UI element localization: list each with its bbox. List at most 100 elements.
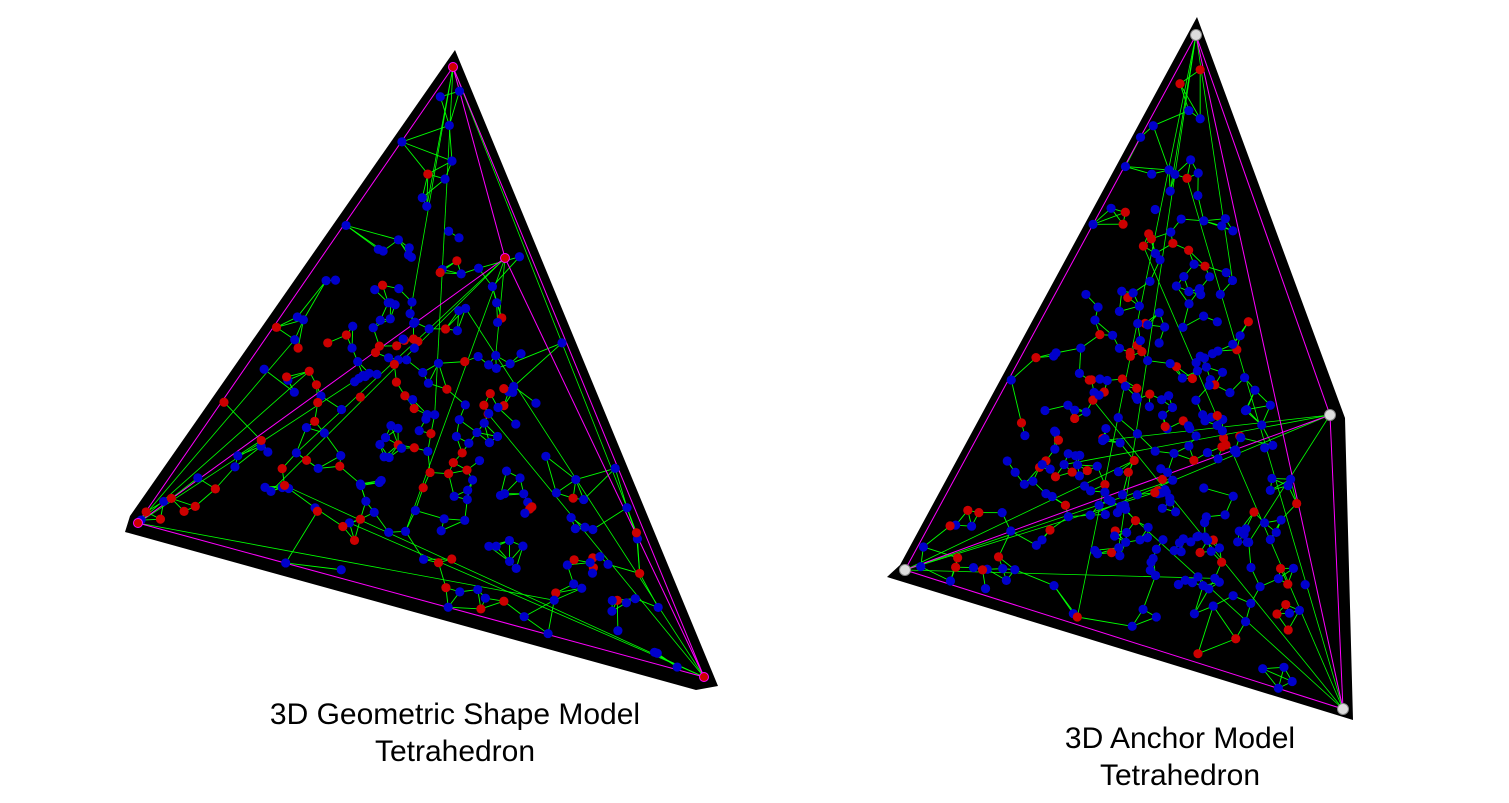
anchor-node: [313, 397, 323, 408]
anchor-node: [1195, 547, 1205, 558]
unknown-node: [375, 315, 385, 325]
unknown-node: [347, 343, 357, 353]
unknown-node: [1114, 306, 1125, 316]
unknown-node: [1113, 412, 1123, 423]
anchor-node: [1283, 579, 1293, 589]
unknown-node: [518, 541, 528, 551]
unknown-node: [1176, 547, 1186, 557]
unknown-node: [1101, 423, 1111, 434]
anchor-node: [499, 596, 509, 606]
unknown-node: [402, 355, 412, 365]
link-line: [448, 606, 481, 610]
anchor-node: [355, 514, 365, 524]
unknown-node: [1144, 401, 1154, 412]
unknown-node: [1037, 535, 1047, 545]
unknown-node: [289, 387, 299, 397]
unknown-node: [1109, 531, 1120, 541]
unknown-node: [369, 507, 379, 517]
vertex-link: [1120, 506, 1344, 710]
link-line: [1194, 588, 1210, 614]
unknown-node: [1221, 267, 1231, 278]
unknown-node: [1192, 366, 1203, 376]
unknown-node: [493, 402, 503, 413]
tetrahedron-edge: [1195, 34, 1331, 416]
anchor-node: [452, 256, 462, 266]
unknown-node: [1207, 349, 1218, 359]
tetrahedron-edge: [452, 66, 506, 259]
unknown-node: [1019, 479, 1029, 489]
unknown-node: [653, 602, 663, 613]
geometric-model-caption: 3D Geometric Shape Model Tetrahedron: [180, 696, 730, 770]
link-line: [523, 599, 555, 618]
unknown-node: [1117, 489, 1128, 500]
unknown-node: [1194, 285, 1204, 295]
anchor-node: [400, 391, 410, 401]
caption-title: 3D Geometric Shape Model: [269, 698, 641, 731]
link-line: [303, 280, 327, 321]
unknown-node: [1206, 546, 1216, 556]
tetrahedron-edge: [1195, 34, 1344, 710]
unknown-node: [473, 584, 483, 595]
tetrahedron-edge: [452, 66, 705, 678]
unknown-node: [1120, 500, 1130, 511]
unknown-node: [1142, 533, 1153, 543]
unknown-node: [353, 357, 363, 367]
anchor-node: [374, 341, 385, 351]
unknown-node: [514, 252, 525, 262]
unknown-node: [1100, 509, 1110, 520]
anchor-node: [1132, 383, 1142, 393]
unknown-node: [519, 489, 529, 499]
unknown-node: [1150, 248, 1161, 259]
unknown-node: [341, 220, 351, 231]
unknown-node: [396, 443, 407, 453]
unknown-node: [1045, 464, 1055, 474]
unknown-node: [966, 521, 977, 531]
anchor-node: [392, 341, 402, 351]
link-line: [1152, 125, 1170, 171]
unknown-node: [1165, 186, 1175, 196]
unknown-node: [1072, 460, 1083, 470]
unknown-node: [1006, 375, 1016, 385]
anchor-model-panel: 3D Anchor Model Tetrahedron: [760, 0, 1509, 803]
unknown-node: [622, 503, 632, 513]
unknown-node: [394, 284, 404, 294]
unknown-node: [376, 475, 386, 486]
unknown-node: [444, 120, 454, 131]
link-line: [426, 174, 429, 207]
unknown-node: [1258, 664, 1268, 674]
anchor-node: [447, 554, 457, 564]
unknown-node: [1187, 578, 1197, 588]
anchor-node: [219, 397, 229, 407]
unknown-node: [1184, 299, 1194, 309]
unknown-node: [1210, 573, 1220, 583]
link-line: [583, 468, 616, 500]
unknown-node: [1113, 467, 1124, 477]
unknown-node: [1276, 515, 1286, 525]
unknown-node: [414, 426, 424, 436]
vertex-link: [1143, 245, 1344, 710]
unknown-node: [1098, 435, 1108, 446]
unknown-node: [1093, 302, 1103, 312]
caption-subtitle: Tetrahedron: [374, 735, 536, 768]
unknown-node: [336, 451, 346, 461]
anchor-node: [974, 507, 984, 518]
anchor-node: [631, 528, 642, 538]
unknown-node: [577, 583, 587, 593]
unknown-node: [281, 558, 291, 568]
anchor-node: [1117, 374, 1127, 384]
unknown-node: [233, 451, 243, 461]
unknown-node: [504, 556, 515, 567]
unknown-node: [1191, 431, 1201, 441]
unknown-node: [1050, 444, 1060, 454]
unknown-node: [467, 475, 478, 485]
unknown-node: [1020, 430, 1030, 441]
anchor-node: [1168, 238, 1178, 248]
tetrahedron: [125, 50, 718, 690]
anchor-node: [210, 484, 220, 494]
anchor-node: [1187, 373, 1198, 384]
anchor-node: [441, 583, 451, 593]
unknown-node: [1208, 601, 1218, 611]
unknown-node: [1236, 433, 1246, 443]
unknown-node: [516, 349, 526, 359]
unknown-node: [1202, 447, 1213, 458]
